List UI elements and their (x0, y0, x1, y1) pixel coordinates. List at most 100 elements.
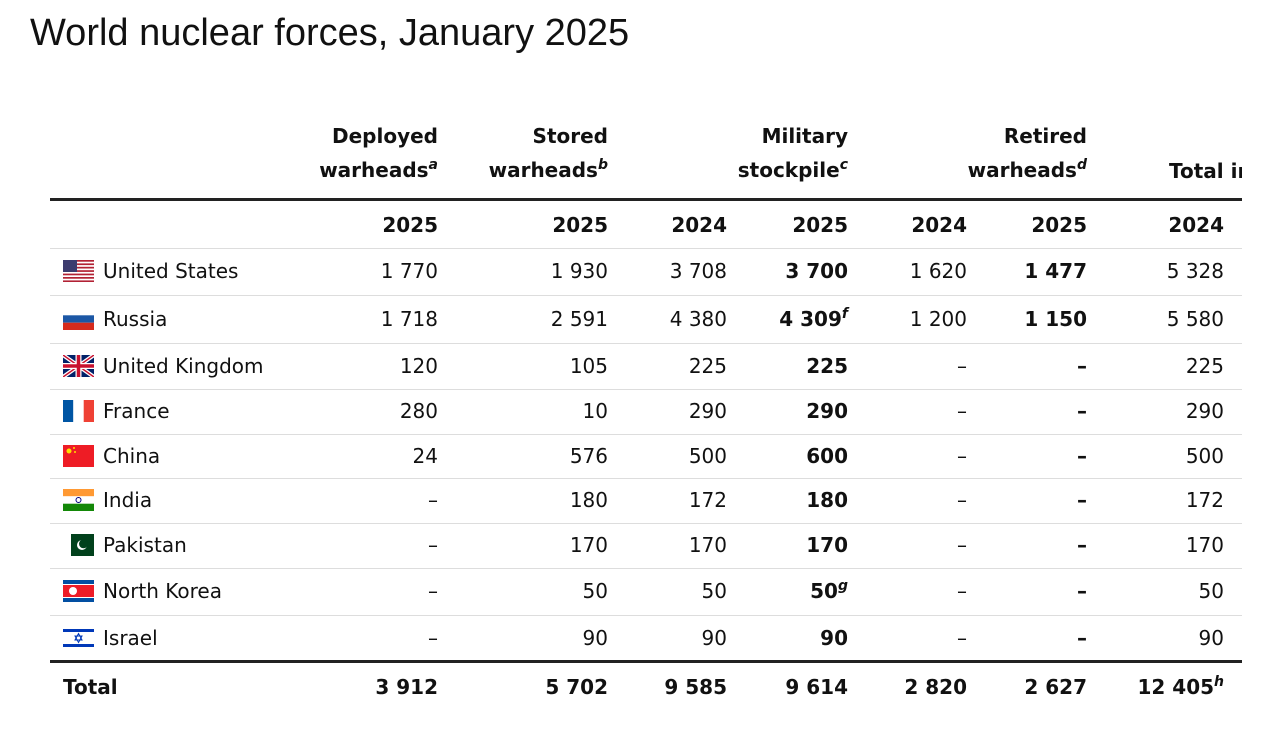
cell: – (428, 626, 438, 650)
flag (63, 445, 94, 467)
cell: 90 (1198, 626, 1224, 650)
flag (63, 355, 94, 377)
flag (63, 308, 94, 330)
total-cell: 2 627 (1024, 675, 1087, 699)
cell: – (1077, 488, 1087, 512)
rule (50, 615, 1242, 616)
cell: – (1077, 444, 1087, 468)
total-label: Total (63, 675, 118, 699)
cell: 50 (701, 579, 727, 603)
total-cell: 9 585 (664, 675, 727, 699)
cell: 170 (569, 533, 608, 557)
country: North Korea (103, 579, 222, 603)
rule (50, 523, 1242, 524)
cell: 5 328 (1166, 259, 1224, 283)
header-text: Retired warheadsd (930, 119, 1087, 187)
rule (50, 478, 1242, 479)
cell: – (957, 399, 967, 423)
cell: – (1077, 354, 1087, 378)
total-cell: 2 820 (904, 675, 967, 699)
year-header: 2025 (552, 213, 608, 237)
column-header: Retired warheadsd (930, 115, 1087, 187)
total-cell: 9 614 (785, 675, 848, 699)
cell: 290 (1185, 399, 1224, 423)
column-header: Deployed warheadsa (300, 115, 438, 187)
cell-text: Stored warheads (488, 124, 608, 182)
year-header: 2024 (911, 213, 967, 237)
cell: 225 (806, 354, 848, 378)
cell: 290 (806, 399, 848, 423)
rule (50, 198, 1242, 201)
cell: 172 (688, 488, 727, 512)
country: United Kingdom (103, 354, 264, 378)
cell: 170 (806, 533, 848, 557)
cell: – (957, 444, 967, 468)
cell: 500 (688, 444, 727, 468)
footnote-mark: c (839, 157, 848, 173)
flag (63, 534, 94, 556)
cell: 24 (412, 444, 438, 468)
cell-text: 4 309 (779, 307, 842, 331)
cell-text: Total in (1169, 159, 1242, 183)
country: Pakistan (103, 533, 187, 557)
cell: 280 (399, 399, 438, 423)
cell: – (1077, 579, 1087, 603)
cell: 120 (399, 354, 438, 378)
country: France (103, 399, 170, 423)
total-cell: 5 702 (545, 675, 608, 699)
cell: – (957, 579, 967, 603)
total-cell: 12 405h (1086, 675, 1224, 699)
year-header: 2024 (1168, 213, 1224, 237)
year-header: 2025 (792, 213, 848, 237)
year-header: 2024 (671, 213, 727, 237)
rule (50, 434, 1242, 435)
rule (50, 568, 1242, 569)
cell: 600 (806, 444, 848, 468)
cell: – (1077, 533, 1087, 557)
cell: 90 (582, 626, 608, 650)
country: United States (103, 259, 239, 283)
cell: 180 (806, 488, 848, 512)
cell: 180 (569, 488, 608, 512)
cell-text: Deployed warheads (319, 124, 438, 182)
cell: – (428, 579, 438, 603)
cell: 172 (1185, 488, 1224, 512)
cell: 90 (820, 626, 848, 650)
cell: 3 708 (669, 259, 727, 283)
header-text: Deployed warheadsa (300, 119, 438, 187)
cell: 1 477 (1024, 259, 1087, 283)
year-header: 2025 (1031, 213, 1087, 237)
column-header: Stored warheadsb (470, 115, 608, 187)
cell: 1 200 (909, 307, 967, 331)
cell: 90 (701, 626, 727, 650)
cell: 1 930 (550, 259, 608, 283)
cell: – (957, 354, 967, 378)
cell: 500 (1185, 444, 1224, 468)
rule (50, 248, 1242, 249)
cell: 4 380 (669, 307, 727, 331)
column-header: Total in (1169, 159, 1242, 183)
cell: 225 (688, 354, 727, 378)
cell: – (428, 488, 438, 512)
cell: 5 580 (1166, 307, 1224, 331)
title: World nuclear forces, January 2025 (30, 12, 630, 54)
table: Deployed warheadsa Stored warheadsb Milita… (50, 115, 1242, 699)
cell: – (1077, 399, 1087, 423)
cell: 50 (582, 579, 608, 603)
rule (50, 660, 1242, 663)
cell-text: Military stockpile (737, 124, 848, 182)
cell: 4 309f (730, 307, 848, 331)
country: India (103, 488, 153, 512)
footnote-mark: a (428, 157, 438, 173)
cell: 576 (569, 444, 608, 468)
cell: 2 591 (550, 307, 608, 331)
flag (63, 627, 94, 649)
cell: – (428, 533, 438, 557)
cell: 3 700 (785, 259, 848, 283)
cell: 1 620 (909, 259, 967, 283)
year-header: 2025 (382, 213, 438, 237)
footnote-mark: g (837, 578, 848, 594)
cell: 170 (688, 533, 727, 557)
cell: 1 770 (380, 259, 438, 283)
